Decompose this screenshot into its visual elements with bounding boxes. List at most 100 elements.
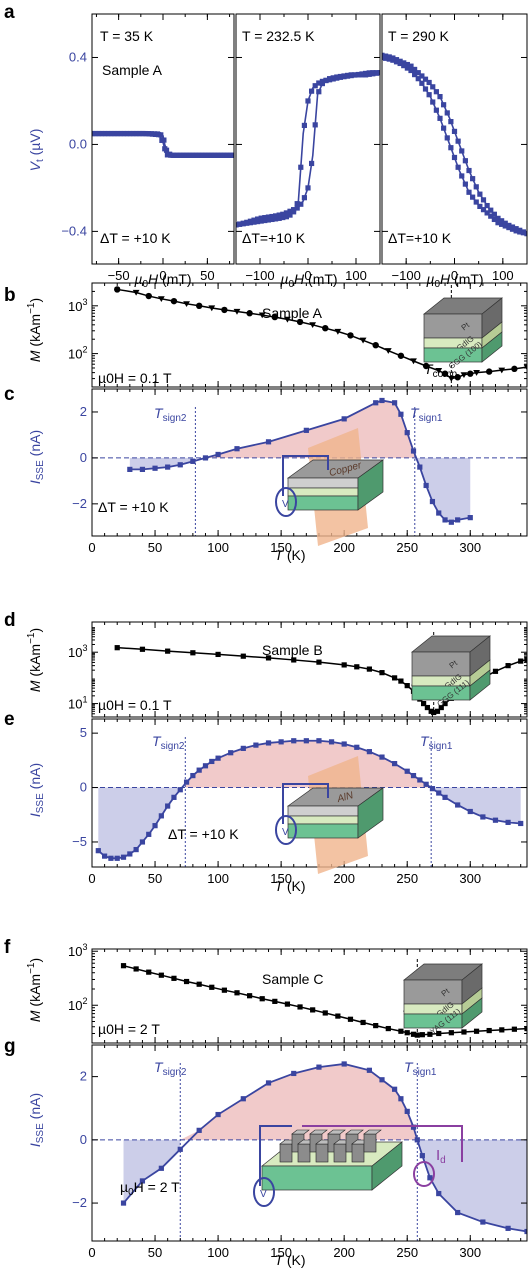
data-point-b-15 [309, 322, 317, 329]
data-point-a3-0 [495, 220, 501, 226]
data-point-b-8 [221, 306, 228, 314]
data-point-b-33 [498, 367, 506, 374]
inset-stack-b-side-2 [481, 331, 503, 363]
data-point-a2-1 [294, 205, 300, 211]
data-point-e-17 [202, 763, 209, 769]
annotation-t290: T = 290 K [388, 28, 450, 44]
data-point-c-7 [215, 451, 221, 458]
annotation-t35: T = 35 K [100, 28, 154, 44]
y-tick-label-g-0: −2 [72, 1195, 87, 1210]
data-point-d-24 [442, 700, 448, 707]
data-point-a3-1 [386, 54, 392, 60]
inset-device-g-voltmeter [253, 1177, 275, 1207]
ylabel-m-b: M (kAm−1) [26, 298, 43, 362]
data-point-d-14 [398, 678, 404, 684]
negative-region-right-g [417, 1139, 527, 1232]
data-point-e-1 [102, 853, 108, 859]
data-point-a2-1 [301, 195, 307, 201]
data-point-f-1 [133, 966, 139, 972]
inset-device-e-substrate [287, 823, 359, 839]
data-point-g-8 [291, 1070, 297, 1077]
data-point-a2-1 [363, 72, 369, 78]
data-point-b-2 [145, 292, 152, 300]
data-point-a3-0 [419, 80, 425, 86]
data-point-a2-1 [352, 72, 358, 78]
data-point-a3-1 [383, 53, 389, 59]
data-point-f-7 [209, 984, 215, 990]
annotation-tsign2-e: Tsign2 [152, 733, 185, 752]
data-point-g-5 [215, 1111, 221, 1118]
data-point-g-2 [158, 1165, 164, 1171]
data-point-a1-1 [184, 152, 190, 158]
data-point-f-6 [196, 981, 202, 987]
x-tick-label-g-2: 100 [207, 1245, 229, 1260]
inset-device-g-pillar-top [291, 1129, 310, 1135]
data-point-b-18 [347, 332, 354, 339]
data-point-b-30 [467, 370, 474, 377]
ylabel-isse-g: ISSE (nA) [27, 1093, 46, 1147]
data-point-a2-1 [237, 221, 243, 227]
axes-frame-d [91, 621, 528, 718]
data-point-e-20 [228, 750, 234, 756]
data-point-a1-1 [168, 152, 174, 158]
data-point-d-7 [291, 657, 297, 663]
data-point-e-9 [152, 823, 158, 829]
annotation-dt-c: ΔT = +10 K [98, 499, 169, 515]
data-point-a3-1 [419, 73, 425, 79]
data-point-e-3 [114, 855, 120, 861]
data-point-f-16 [322, 1010, 328, 1016]
inset-device-c-substrate [287, 495, 359, 511]
data-point-a1-1 [155, 132, 162, 138]
data-point-a3-1 [397, 58, 403, 64]
data-point-a2-1 [262, 215, 268, 221]
x-tick-label-c-4: 200 [333, 540, 355, 555]
data-point-a2-0 [305, 98, 311, 104]
x-tick-label-e-6: 300 [459, 871, 481, 886]
data-point-g-22 [480, 1219, 486, 1225]
data-point-b-19 [359, 337, 367, 344]
data-point-a2-0 [276, 215, 282, 221]
data-point-a3-0 [437, 115, 443, 121]
data-point-c-15 [398, 411, 404, 417]
xlabel-a3: µ0H (mT) [426, 271, 483, 290]
data-point-e-18 [209, 758, 215, 765]
data-point-a3-1 [477, 191, 483, 197]
panel-letter-c: c [4, 384, 15, 405]
data-point-a3-1 [480, 197, 487, 203]
data-point-a3-1 [499, 218, 505, 224]
data-point-f-29 [448, 1030, 454, 1036]
data-point-d-18 [421, 700, 427, 707]
data-point-a2-1 [244, 219, 250, 225]
data-point-a3-0 [433, 107, 439, 113]
data-point-a1-1 [134, 130, 140, 137]
data-point-a2-1 [236, 222, 239, 228]
data-point-b-1 [132, 289, 140, 296]
inset-device-c-pt [287, 477, 359, 489]
data-point-c-5 [190, 458, 196, 464]
data-point-a2-0 [312, 83, 318, 89]
data-point-f-20 [373, 1022, 379, 1029]
data-point-a1-1 [143, 131, 149, 137]
data-point-e-28 [328, 739, 335, 745]
data-point-a3-1 [426, 79, 432, 86]
data-point-d-6 [265, 655, 272, 661]
data-point-a3-0 [459, 173, 465, 179]
y-tick-label-e-0: −5 [72, 834, 87, 849]
annotation-field-d: µ0H = 0.1 T [98, 697, 172, 713]
data-point-a2-1 [287, 208, 293, 214]
inset-stack-b-layer-0 [423, 313, 483, 339]
data-point-f-14 [297, 1004, 303, 1010]
x-tick-label-e-3: 150 [270, 871, 292, 886]
data-point-a2-1 [312, 122, 318, 128]
data-point-b-25 [435, 368, 443, 374]
data-point-a3-0 [473, 199, 479, 205]
inset-device-g-voltage-wire [259, 1125, 292, 1186]
data-point-a2-0 [262, 217, 268, 224]
data-point-e-23 [265, 740, 272, 746]
data-point-e-43 [480, 814, 486, 820]
xlabel-e: T (K) [274, 878, 305, 894]
data-point-a3-0 [451, 154, 458, 161]
data-point-e-33 [392, 761, 398, 767]
data-point-c-24 [455, 517, 461, 523]
